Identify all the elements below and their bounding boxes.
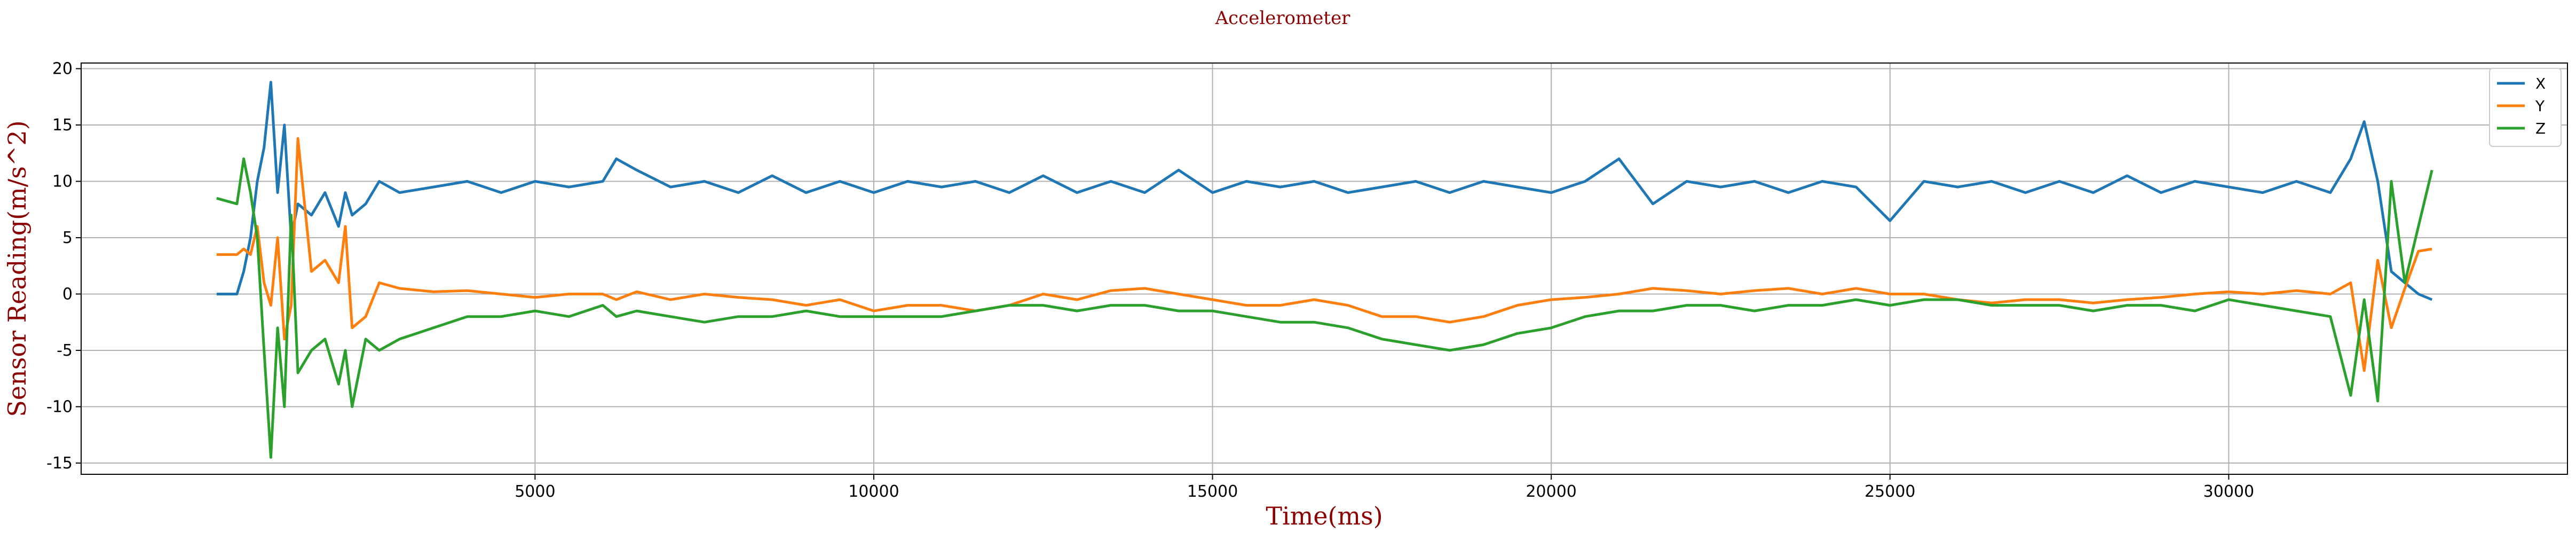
- x-tick-label: 10000: [848, 482, 899, 501]
- y-tick-label: 20: [52, 60, 73, 79]
- x-axis-label: Time(ms): [1266, 502, 1382, 530]
- x-tick-label: 30000: [2203, 482, 2254, 501]
- chart-title: Accelerometer: [1215, 7, 1351, 29]
- x-tick-label: 25000: [1864, 482, 1915, 501]
- y-axis-label: Sensor Reading(m/s^2): [3, 120, 31, 417]
- series-line-y: [216, 137, 2432, 372]
- y-tick-label: 5: [62, 229, 73, 247]
- series-line-x: [216, 81, 2433, 301]
- grid: [81, 63, 2567, 474]
- legend: XYZ: [2489, 68, 2562, 147]
- legend-label-z: Z: [2535, 120, 2546, 137]
- legend-label-y: Y: [2535, 97, 2545, 115]
- legend-label-x: X: [2535, 75, 2546, 92]
- legend-box: [2489, 68, 2562, 147]
- series-line-z: [216, 157, 2433, 459]
- y-tick-label: 15: [52, 116, 73, 135]
- y-tick-label: 10: [52, 173, 73, 191]
- y-tick-label: -5: [57, 341, 73, 360]
- plot-area-frame: [81, 62, 2568, 475]
- y-tick-label: -15: [46, 454, 73, 473]
- axis-ticks: 5000 10000 15000 20000 25000 30000 -15 -10 -5 0 5 1…: [46, 60, 2254, 501]
- x-tick-label: 15000: [1187, 482, 1238, 501]
- y-tick-label: 0: [62, 285, 73, 303]
- x-tick-label: 20000: [1526, 482, 1576, 501]
- x-tick-label: 5000: [515, 482, 555, 501]
- series-lines: [216, 81, 2433, 459]
- y-tick-label: -10: [46, 397, 73, 416]
